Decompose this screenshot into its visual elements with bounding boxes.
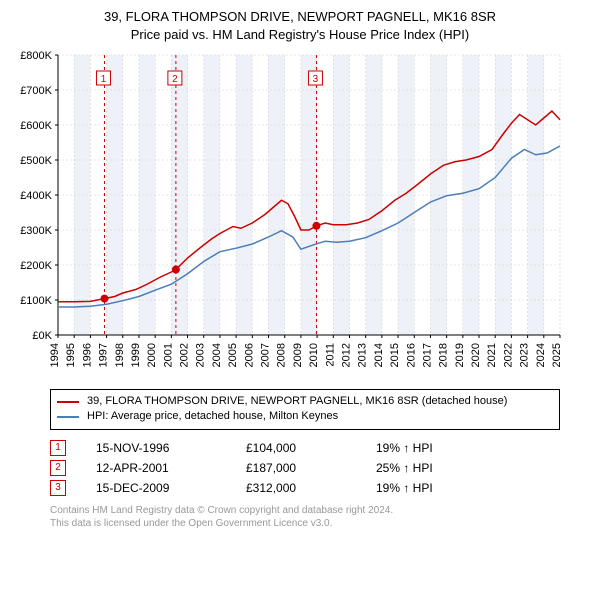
sale-date: 15-NOV-1996 (96, 441, 216, 455)
svg-text:£700K: £700K (20, 85, 52, 97)
sale-marker: 3 (50, 480, 66, 496)
sale-delta: 19% ↑ HPI (376, 441, 476, 455)
footer-line2: This data is licensed under the Open Gov… (50, 517, 590, 530)
svg-text:£800K: £800K (20, 50, 52, 62)
svg-text:2006: 2006 (243, 343, 255, 367)
svg-text:£100K: £100K (20, 295, 52, 307)
sale-row: 3 15-DEC-2009 £312,000 19% ↑ HPI (50, 478, 590, 498)
chart-title: 39, FLORA THOMPSON DRIVE, NEWPORT PAGNEL… (10, 8, 590, 43)
svg-text:1: 1 (101, 74, 107, 85)
svg-text:2020: 2020 (470, 343, 482, 367)
footer-line1: Contains HM Land Registry data © Crown c… (50, 504, 590, 517)
svg-text:£0K: £0K (32, 330, 52, 342)
svg-text:2008: 2008 (276, 343, 288, 367)
legend-property-label: 39, FLORA THOMPSON DRIVE, NEWPORT PAGNEL… (87, 394, 507, 409)
svg-text:£200K: £200K (20, 260, 52, 272)
sale-marker: 1 (50, 440, 66, 456)
svg-text:1997: 1997 (98, 343, 110, 367)
svg-text:£300K: £300K (20, 225, 52, 237)
sale-delta: 25% ↑ HPI (376, 461, 476, 475)
svg-text:2000: 2000 (146, 343, 158, 367)
footer: Contains HM Land Registry data © Crown c… (50, 504, 590, 530)
sale-date: 15-DEC-2009 (96, 481, 216, 495)
sale-price: £187,000 (246, 461, 346, 475)
svg-text:2004: 2004 (211, 343, 223, 367)
svg-text:1995: 1995 (65, 343, 77, 367)
svg-text:2012: 2012 (340, 343, 352, 367)
sale-price: £104,000 (246, 441, 346, 455)
sale-price: £312,000 (246, 481, 346, 495)
sale-row: 1 15-NOV-1996 £104,000 19% ↑ HPI (50, 438, 590, 458)
legend-swatch-hpi (57, 416, 79, 418)
legend-swatch-property (57, 401, 79, 403)
svg-text:2013: 2013 (357, 343, 369, 367)
svg-text:2023: 2023 (519, 343, 531, 367)
sales-table: 1 15-NOV-1996 £104,000 19% ↑ HPI 2 12-AP… (50, 438, 590, 498)
svg-text:2022: 2022 (502, 343, 514, 367)
svg-text:2025: 2025 (551, 343, 563, 367)
svg-text:2019: 2019 (454, 343, 466, 367)
svg-text:2021: 2021 (486, 343, 498, 367)
legend: 39, FLORA THOMPSON DRIVE, NEWPORT PAGNEL… (50, 389, 560, 430)
title-line2: Price paid vs. HM Land Registry's House … (10, 26, 590, 44)
legend-hpi: HPI: Average price, detached house, Milt… (57, 409, 553, 424)
svg-text:3: 3 (313, 74, 319, 85)
svg-text:1994: 1994 (49, 343, 61, 367)
legend-hpi-label: HPI: Average price, detached house, Milt… (87, 409, 338, 424)
svg-text:2018: 2018 (438, 343, 450, 367)
sale-row: 2 12-APR-2001 £187,000 25% ↑ HPI (50, 458, 590, 478)
svg-text:2014: 2014 (373, 343, 385, 367)
svg-text:2002: 2002 (179, 343, 191, 367)
svg-text:1999: 1999 (130, 343, 142, 367)
svg-text:2016: 2016 (405, 343, 417, 367)
sale-delta: 19% ↑ HPI (376, 481, 476, 495)
svg-text:£500K: £500K (20, 155, 52, 167)
legend-property: 39, FLORA THOMPSON DRIVE, NEWPORT PAGNEL… (57, 394, 553, 409)
sale-marker: 2 (50, 460, 66, 476)
svg-text:1998: 1998 (114, 343, 126, 367)
svg-text:£400K: £400K (20, 190, 52, 202)
svg-text:2010: 2010 (308, 343, 320, 367)
svg-text:2017: 2017 (421, 343, 433, 367)
svg-text:1996: 1996 (81, 343, 93, 367)
sale-date: 12-APR-2001 (96, 461, 216, 475)
svg-text:2: 2 (172, 74, 178, 85)
svg-text:2015: 2015 (389, 343, 401, 367)
price-chart: £0K £100K £200K £300K £400K £500K £600K £700K £8… (10, 49, 590, 379)
svg-text:2003: 2003 (195, 343, 207, 367)
svg-text:£600K: £600K (20, 120, 52, 132)
title-line1: 39, FLORA THOMPSON DRIVE, NEWPORT PAGNEL… (10, 8, 590, 26)
svg-text:2009: 2009 (292, 343, 304, 367)
svg-text:2007: 2007 (260, 343, 272, 367)
svg-text:2001: 2001 (162, 343, 174, 367)
svg-text:2005: 2005 (227, 343, 239, 367)
svg-text:2011: 2011 (324, 343, 336, 367)
svg-text:2024: 2024 (535, 343, 547, 367)
